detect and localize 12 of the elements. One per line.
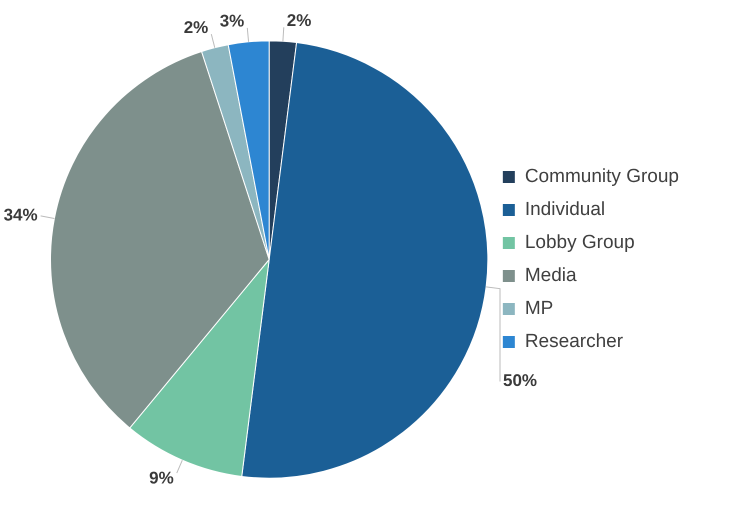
legend-label: MP [524, 298, 554, 320]
data-label: 9% [149, 468, 174, 488]
legend-label: Lobby Group [524, 232, 635, 254]
data-label: 50% [503, 371, 538, 390]
data-label: 3% [220, 12, 244, 31]
data-label: 34% [4, 206, 38, 225]
data-label: 2% [286, 10, 312, 30]
legend-label: Individual [524, 199, 606, 220]
legend-label: Media [524, 265, 578, 286]
data-label: 2% [184, 18, 208, 37]
legend-label: Researcher [524, 331, 624, 352]
legend-label: Community Group [524, 166, 680, 188]
